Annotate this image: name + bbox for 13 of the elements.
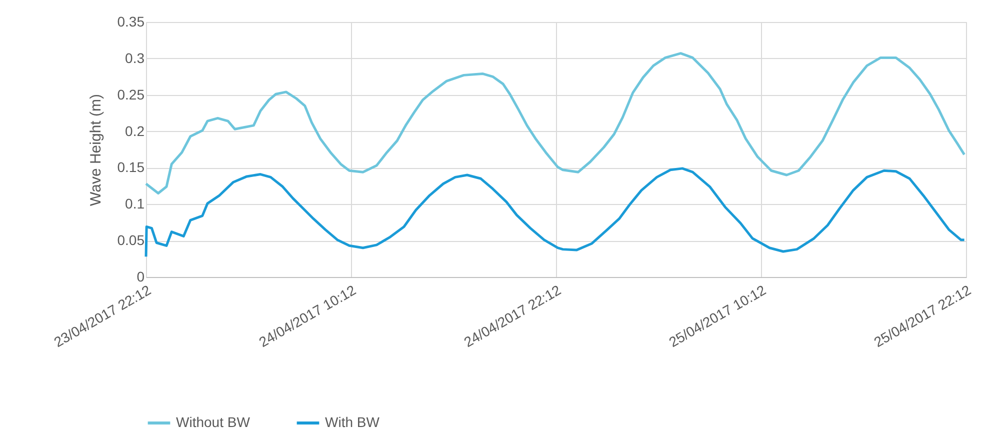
y-tick-label: 0.15 [117, 159, 145, 176]
y-tick-label: 0.25 [117, 86, 145, 102]
y-tick-label: 0.1 [125, 196, 145, 212]
legend-label: With BW [325, 414, 380, 430]
line-series [144, 167, 966, 258]
y-tick-label: 0.2 [125, 122, 145, 139]
y-axis-title: Wave Height (m) [87, 94, 104, 206]
y-tick-label: 0.3 [125, 50, 145, 66]
legend-label: Without BW [176, 414, 251, 430]
y-tick-label: 0.05 [117, 232, 145, 248]
line-series [144, 52, 966, 194]
y-tick-label: 0.35 [117, 14, 145, 30]
y-tick-label: 0 [136, 268, 145, 284]
